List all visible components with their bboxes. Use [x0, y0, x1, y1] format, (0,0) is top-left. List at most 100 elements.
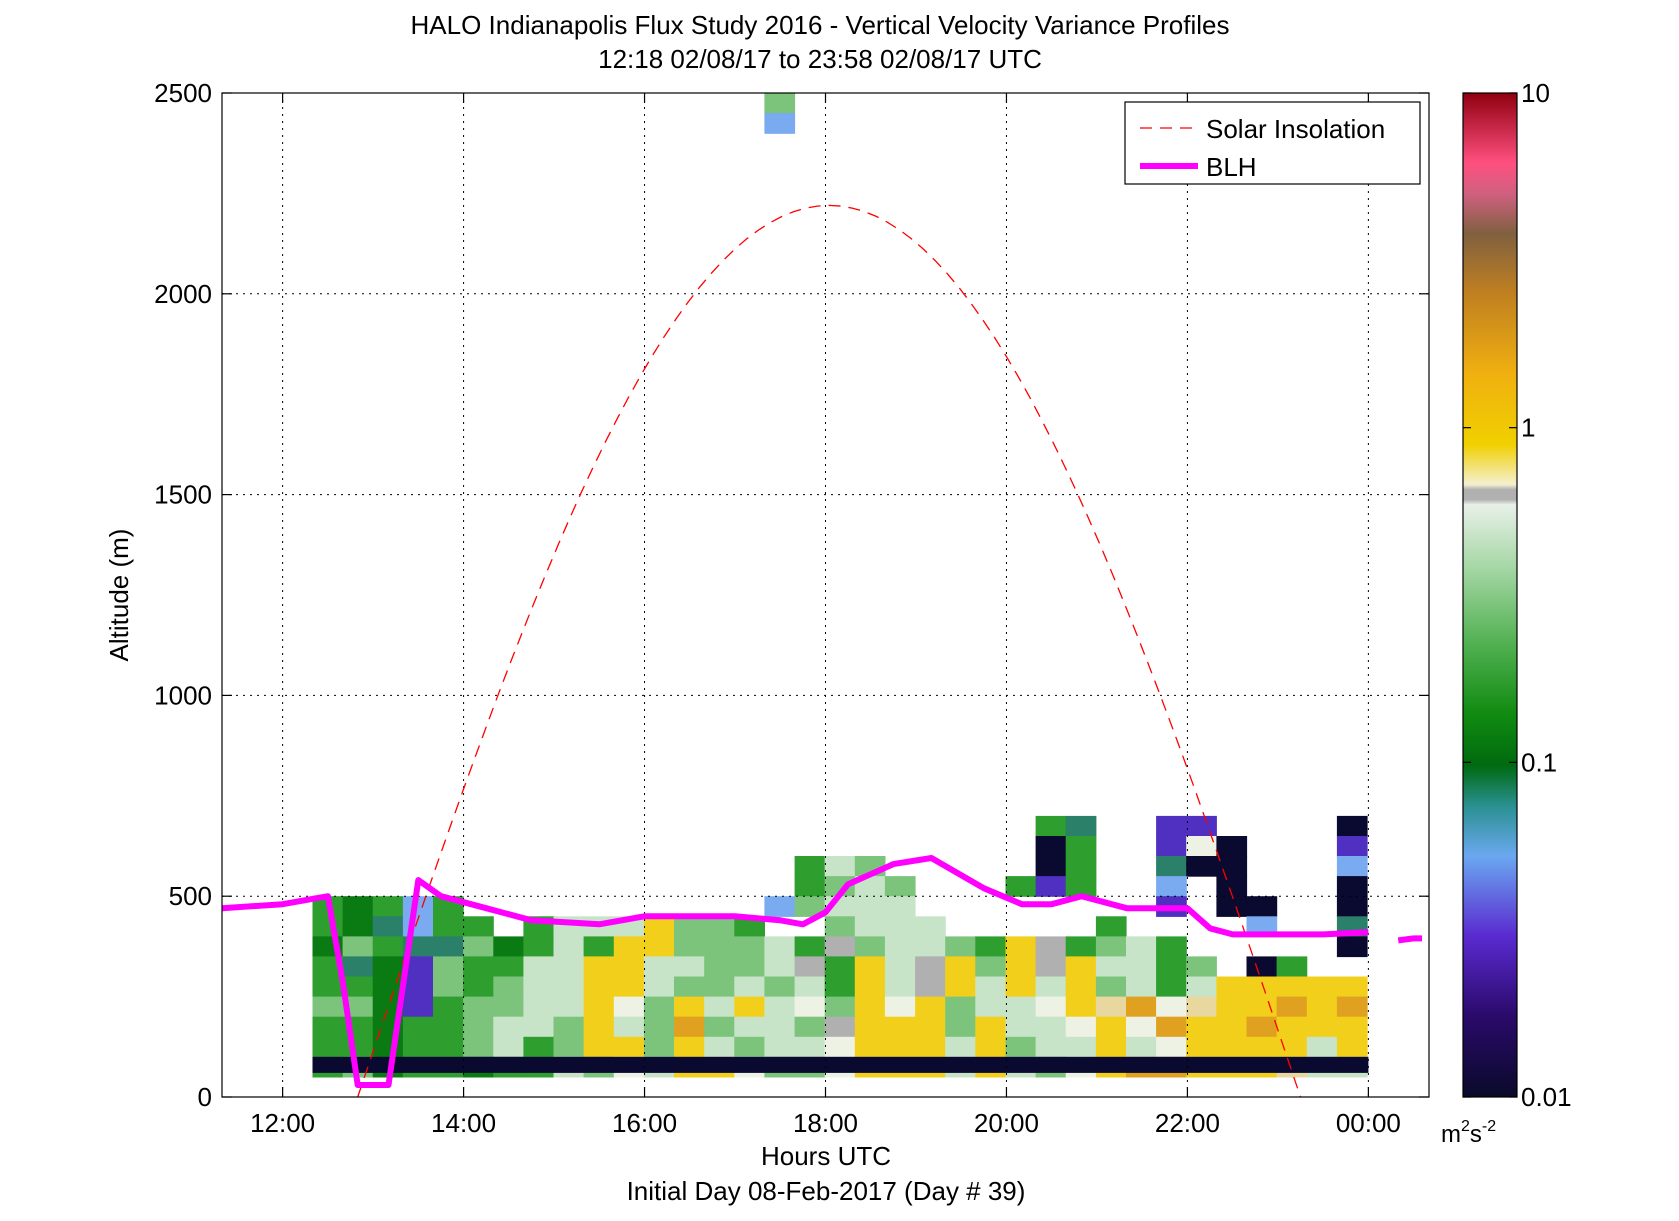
- heatmap-cell: [915, 916, 946, 937]
- x-tick-label: 18:00: [793, 1108, 858, 1138]
- heatmap-cell: [342, 976, 374, 998]
- heatmap-cell: [1216, 996, 1248, 1018]
- heatmap-cell: [975, 956, 1006, 978]
- heatmap-cell: [643, 956, 675, 978]
- heatmap-cell: [1336, 976, 1368, 998]
- colorbar-tick-label: 10: [1521, 78, 1550, 108]
- colorbar-unit: m2s-2: [1441, 1118, 1496, 1148]
- heatmap-cell: [884, 1016, 916, 1038]
- colorbar-tick-label: 1: [1521, 413, 1535, 443]
- heatmap-cell: [1126, 976, 1157, 998]
- heatmap-cell: [1095, 1016, 1127, 1038]
- heatmap-cell: [1065, 976, 1097, 998]
- y-tick-label: 0: [198, 1082, 212, 1112]
- heatmap-cell: [824, 1016, 856, 1038]
- heatmap-cell: [704, 916, 735, 937]
- heatmap-cell: [794, 976, 826, 998]
- heatmap-cell: [854, 976, 886, 998]
- heatmap-cell: [975, 936, 1006, 958]
- heatmap-cell: [1156, 956, 1187, 978]
- heatmap-cell: [1156, 936, 1187, 958]
- heatmap-cell: [794, 956, 826, 978]
- heatmap-cell: [1126, 1036, 1157, 1058]
- heatmap-cell: [583, 1016, 615, 1038]
- heatmap-cell: [1336, 876, 1368, 897]
- heatmap-cell: [1065, 836, 1097, 857]
- heatmap-cell: [402, 956, 434, 978]
- heatmap-cell: [764, 956, 796, 978]
- x-tick-label: 16:00: [612, 1108, 677, 1138]
- heatmap-cell: [915, 996, 946, 1018]
- heatmap-cell: [1065, 1036, 1097, 1058]
- heatmap-cell: [372, 996, 404, 1018]
- heatmap-cell: [402, 976, 434, 998]
- heatmap-cell: [1186, 856, 1217, 877]
- heatmap-cell: [1306, 996, 1338, 1018]
- heatmap-cell: [463, 976, 494, 998]
- heatmap-cell: [674, 1036, 705, 1058]
- heatmap-cell: [1336, 1016, 1368, 1038]
- heatmap-cell: [553, 996, 585, 1018]
- heatmap-cell: [523, 996, 555, 1018]
- heatmap-cell: [1126, 1016, 1157, 1038]
- heatmap-cell: [1246, 956, 1278, 978]
- heatmap-cell: [372, 916, 404, 937]
- heatmap-cell: [704, 1036, 735, 1058]
- heatmap-cell: [884, 956, 916, 978]
- heatmap-cell: [794, 896, 826, 917]
- heatmap-cell: [553, 936, 585, 958]
- heatmap-cell: [1005, 956, 1037, 978]
- heatmap-cell: [1035, 996, 1067, 1018]
- heatmap-cell: [945, 956, 976, 978]
- heatmap-cell: [613, 976, 645, 998]
- heatmap-cell: [915, 976, 946, 998]
- heatmap-cell: [1246, 976, 1278, 998]
- heatmap-cell: [643, 1036, 675, 1058]
- heatmap-cell: [1276, 1016, 1308, 1038]
- y-tick-label: 2500: [154, 78, 212, 108]
- heatmap-cell: [764, 113, 796, 134]
- heatmap-cell: [1065, 815, 1097, 837]
- heatmap-cell: [342, 956, 374, 978]
- heatmap-cell: [312, 1036, 344, 1058]
- heatmap-cell: [433, 996, 464, 1018]
- heatmap-cell: [643, 936, 675, 958]
- heatmap-cell: [493, 1036, 524, 1058]
- heatmap-cell: [1306, 976, 1338, 998]
- heatmap-cell: [493, 1016, 524, 1038]
- heatmap-cell: [493, 936, 524, 958]
- heatmap-cell: [463, 916, 494, 937]
- heatmap-cell: [884, 896, 916, 917]
- heatmap-cell: [643, 916, 675, 937]
- heatmap-cell: [794, 856, 826, 877]
- heatmap-cell: [1005, 1036, 1037, 1058]
- heatmap-cell: [1246, 1036, 1278, 1058]
- heatmap-cell: [1186, 996, 1217, 1018]
- heatmap-cell: [643, 976, 675, 998]
- heatmap-cell: [975, 1036, 1006, 1058]
- heatmap-cell: [1035, 876, 1067, 897]
- heatmap-cell: [1035, 976, 1067, 998]
- heatmap-cell: [884, 1036, 916, 1058]
- heatmap-cell: [1095, 956, 1127, 978]
- heatmap-cell: [824, 936, 856, 958]
- heatmap-cell: [1336, 896, 1368, 917]
- heatmap-cell: [1095, 976, 1127, 998]
- heatmap-cell: [1095, 1036, 1127, 1058]
- heatmap-cell: [613, 996, 645, 1018]
- heatmap-cell: [1156, 876, 1187, 897]
- heatmap-cell: [854, 936, 886, 958]
- heatmap-cell: [884, 916, 916, 937]
- heatmap-cell: [1126, 956, 1157, 978]
- heatmap-cell: [1216, 836, 1248, 857]
- heatmap-cell: [1306, 1036, 1338, 1058]
- legend-label-blh: BLH: [1206, 152, 1257, 182]
- x-axis-label: Hours UTC: [761, 1141, 891, 1171]
- heatmap-cell: [945, 1036, 976, 1058]
- heatmap-cell: [372, 976, 404, 998]
- heatmap-cell: [764, 976, 796, 998]
- heatmap-cell: [1246, 1016, 1278, 1038]
- heatmap-cell: [553, 976, 585, 998]
- heatmap-cell: [1276, 976, 1308, 998]
- heatmap-cell: [915, 936, 946, 958]
